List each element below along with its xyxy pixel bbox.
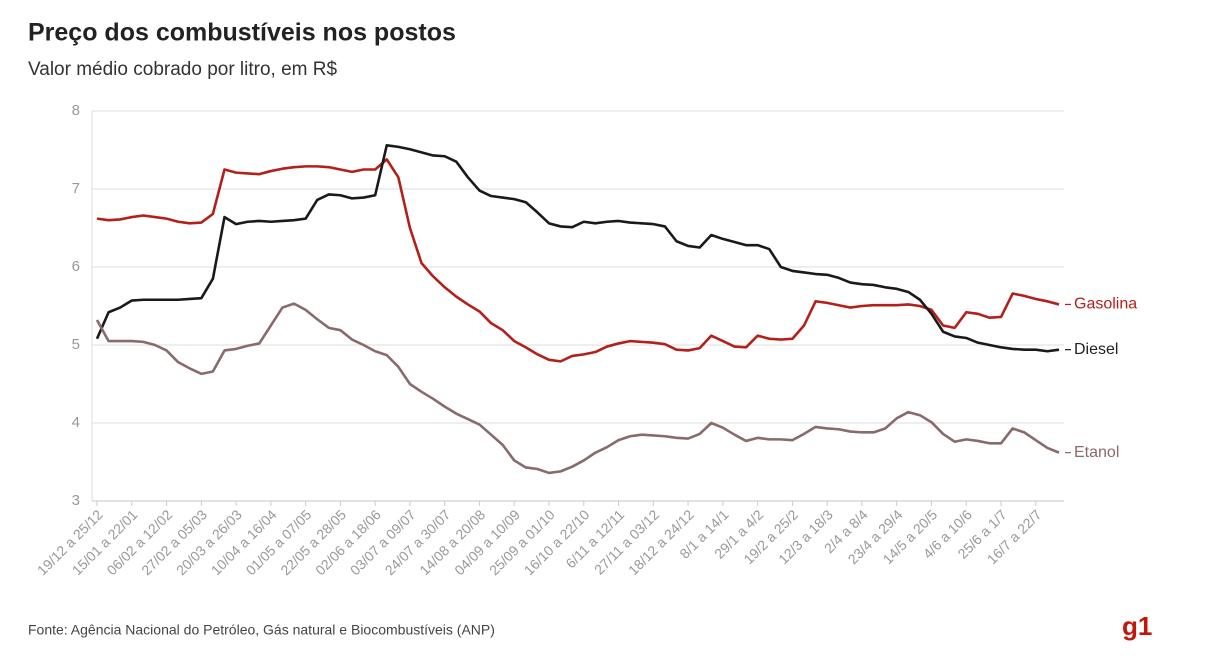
- legend-label: Etanol: [1074, 444, 1119, 461]
- chart-subtitle: Valor médio cobrado por litro, em R$: [28, 59, 337, 80]
- series-line: [95, 302, 1060, 475]
- legend-label: Gasolina: [1074, 296, 1137, 313]
- y-tick-label: 6: [72, 258, 80, 275]
- series-line: [95, 144, 1060, 353]
- source: Fonte: Agência Nacional do Petróleo, Gás…: [28, 622, 495, 638]
- y-tick-label: 7: [72, 180, 80, 197]
- chart-title: Preço dos combustíveis nos postos: [28, 19, 456, 47]
- y-tick-label: 8: [72, 102, 80, 119]
- y-tick-label: 5: [72, 336, 80, 353]
- legend-label: Diesel: [1074, 341, 1118, 358]
- y-tick-label: 4: [72, 414, 80, 431]
- series-line: [96, 158, 1060, 363]
- y-tick-label: 3: [72, 492, 80, 509]
- brand-logo: g1: [1122, 611, 1152, 641]
